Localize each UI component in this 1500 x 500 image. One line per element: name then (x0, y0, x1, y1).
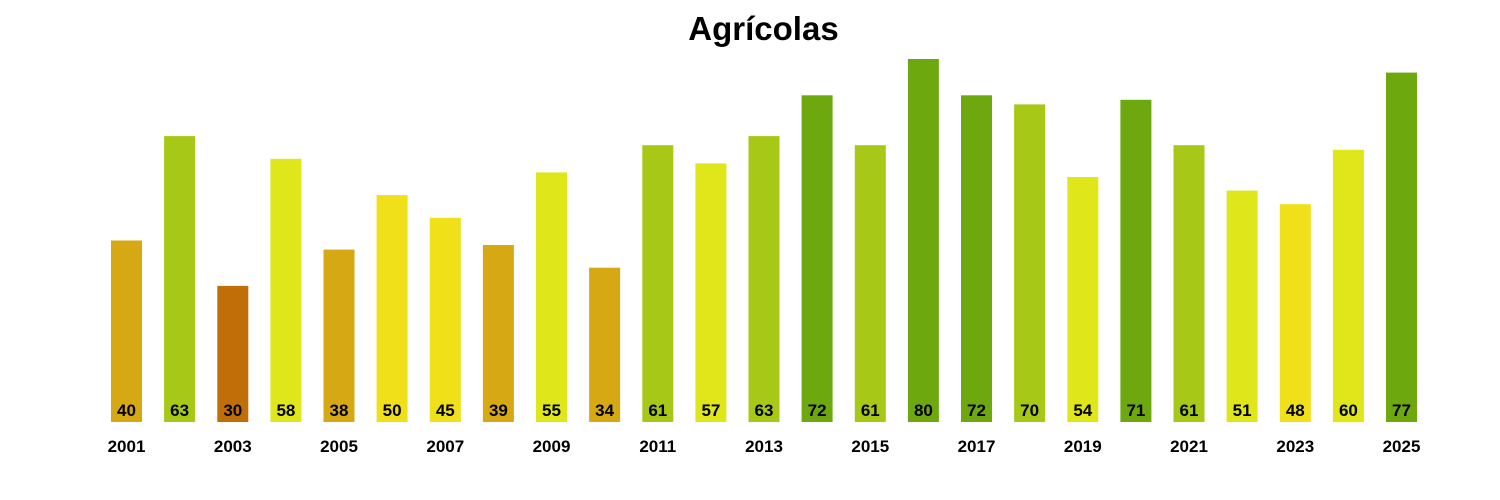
bar-2016 (907, 59, 939, 422)
value-label-2005: 38 (330, 401, 349, 420)
value-label-2009: 55 (542, 401, 561, 420)
bar-2020 (1120, 99, 1152, 423)
x-tick-label-2025: 2025 (1383, 437, 1421, 456)
x-tick-label-2013: 2013 (745, 437, 783, 456)
chart-title: Agrícolas (688, 10, 839, 47)
bar-2021 (1173, 145, 1205, 422)
x-tick-label-2011: 2011 (639, 437, 676, 456)
bar-2025 (1386, 72, 1417, 422)
bar-2011 (642, 145, 674, 422)
x-tick-label-2015: 2015 (851, 437, 889, 456)
value-label-2018: 70 (1020, 401, 1039, 420)
value-label-2003: 30 (223, 401, 242, 420)
bar-2019 (1067, 177, 1099, 422)
value-label-2001: 40 (117, 401, 136, 420)
bar-2007 (429, 217, 461, 422)
bar-2004 (270, 158, 302, 423)
value-label-2013: 63 (755, 401, 774, 420)
value-label-2020: 71 (1126, 401, 1145, 420)
value-label-2022: 51 (1233, 401, 1252, 420)
bar-2005 (323, 249, 355, 422)
x-tick-label-2019: 2019 (1064, 437, 1102, 456)
bar-2015 (854, 145, 886, 422)
bar-2022 (1226, 190, 1258, 422)
x-tick-label-2001: 2001 (108, 437, 146, 456)
value-label-2025: 77 (1392, 401, 1411, 420)
bar-2001 (111, 240, 142, 422)
x-tick-label-2007: 2007 (426, 437, 464, 456)
bar-2018 (1014, 104, 1046, 423)
bar-2017 (961, 95, 992, 423)
value-label-2008: 39 (489, 401, 508, 420)
value-label-2010: 34 (595, 401, 614, 420)
x-tick-label-2023: 2023 (1276, 437, 1314, 456)
bar-2006 (376, 195, 408, 422)
value-label-2004: 58 (276, 401, 295, 420)
value-label-2007: 45 (436, 401, 455, 420)
value-label-2017: 72 (967, 401, 986, 420)
bar-2024 (1332, 149, 1364, 423)
bar-2003 (217, 285, 249, 422)
value-label-2023: 48 (1286, 401, 1305, 420)
bar-2009 (536, 172, 567, 422)
value-label-2015: 61 (861, 401, 880, 420)
value-label-2012: 57 (701, 401, 720, 420)
bar-2014 (801, 95, 833, 423)
value-label-2024: 60 (1339, 401, 1358, 420)
x-tick-label-2009: 2009 (533, 437, 571, 456)
value-label-2002: 63 (170, 401, 189, 420)
bar-2002 (164, 136, 196, 422)
value-label-2016: 80 (914, 401, 933, 420)
value-label-2006: 50 (383, 401, 402, 420)
bar-2012 (695, 163, 727, 422)
x-tick-label-2021: 2021 (1170, 437, 1208, 456)
value-label-2021: 61 (1180, 401, 1199, 420)
value-label-2019: 54 (1073, 401, 1092, 420)
bar-2023 (1279, 204, 1311, 422)
value-label-2014: 72 (808, 401, 827, 420)
x-tick-label-2003: 2003 (214, 437, 252, 456)
x-tick-label-2017: 2017 (958, 437, 996, 456)
x-tick-label-2005: 2005 (320, 437, 358, 456)
bar-2010 (589, 267, 621, 422)
bar-2008 (482, 245, 514, 422)
value-label-2011: 61 (648, 401, 667, 420)
bar-2013 (748, 136, 780, 422)
